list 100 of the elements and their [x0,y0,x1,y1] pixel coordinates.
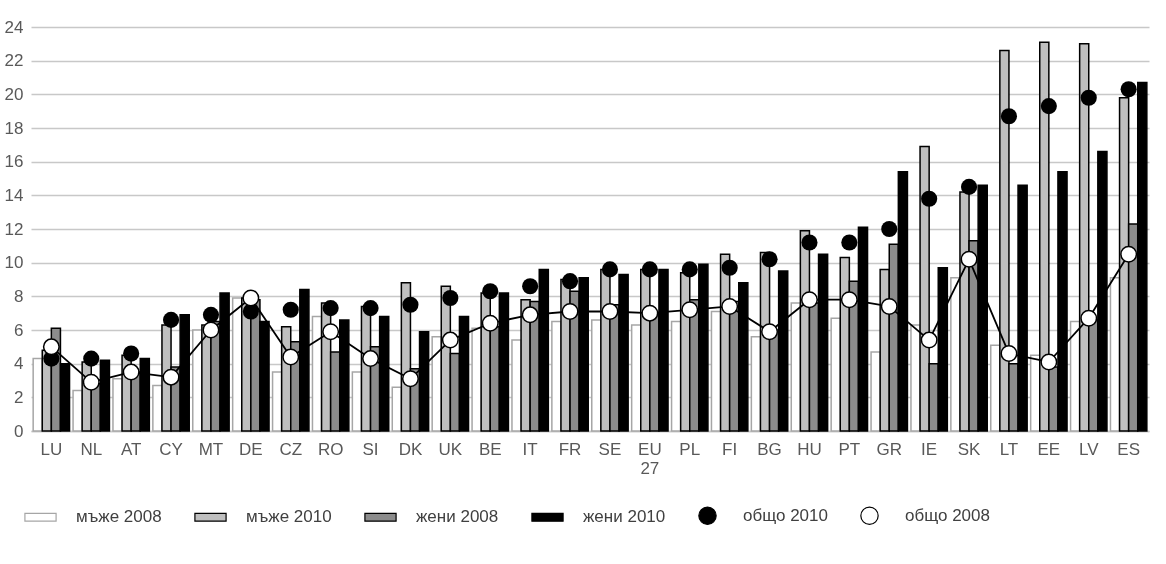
point [122,363,140,381]
x-tick-label: SI [362,439,379,459]
point [482,283,499,300]
x-tick-label: DK [398,439,423,459]
y-tick-label: 16 [4,152,24,172]
point [561,273,579,290]
point [1120,245,1138,263]
point [202,321,220,339]
point [1080,309,1098,327]
point [960,250,978,268]
x-tick-label: GR [876,439,902,459]
point [601,261,619,278]
y-tick-label: 8 [14,286,24,306]
y-tick-label: 24 [4,17,24,37]
point [681,261,698,278]
point [82,373,100,391]
point [1080,89,1097,106]
point [242,289,260,307]
x-tick-label: NL [80,439,103,459]
point [880,297,898,315]
x-tick-label: FI [722,439,738,459]
point [442,289,459,307]
y-tick-label: 0 [14,421,24,441]
point [202,306,220,323]
point [42,338,60,356]
point [881,220,898,238]
x-tick-label: IE [921,439,938,459]
point [362,350,380,368]
point [840,291,858,309]
x-tick-label: AT [120,439,142,459]
point [921,190,938,207]
point [1040,353,1058,371]
point [481,314,499,332]
point [761,251,778,268]
point [362,300,379,317]
point [521,306,539,324]
point [123,345,140,362]
point [721,259,738,276]
y-tick-label: 4 [14,354,24,374]
y-tick-label: 14 [4,185,24,205]
x-tick-label: FR [558,439,582,459]
legend-label: мъже 2010 [246,507,332,527]
point [641,304,659,322]
y-tick-label: 18 [4,118,24,138]
point [641,261,658,278]
x-tick-label: LV [1078,439,1100,459]
x-tick-label: CY [159,439,183,459]
x-tick-label: RO [317,439,344,459]
point [402,296,419,313]
point [83,350,100,367]
point [322,323,340,341]
y-tick-label: 22 [4,51,24,71]
point [601,303,619,320]
point [801,234,818,251]
x-tick-label: PL [679,439,701,459]
y-tick-label: 2 [14,387,24,407]
x-tick-label: MT [198,439,224,459]
x-tick-label: ES [1117,439,1140,459]
x-tick-label: DE [239,439,263,459]
bar [830,317,842,432]
point [960,178,978,195]
legend-label: жени 2010 [583,507,666,527]
x-tick-label: BG [757,439,782,459]
x-tick-label: SE [598,439,622,459]
point [322,300,339,317]
x-tick-label: LU [40,439,63,459]
x-tick-label: EE [1037,439,1061,459]
point [721,297,739,315]
bar [32,357,44,432]
point [162,368,180,386]
legend-label: общо 2008 [905,505,990,525]
point [841,234,858,251]
x-tick-label: IT [522,439,538,459]
x-tick-label: LT [999,439,1019,459]
x-tick-label: UK [438,439,463,459]
y-tick-label: 10 [4,253,24,273]
x-tick-label: PT [838,439,861,459]
x-tick-label: EU 27 [638,439,662,478]
point [1000,345,1018,363]
y-tick-label: 6 [14,320,24,340]
point [441,331,459,349]
point [401,370,419,388]
point [681,301,699,319]
point [282,301,299,318]
point [282,348,300,366]
y-tick-label: 20 [4,84,24,104]
point [162,311,180,328]
point [1000,108,1018,125]
legend-label: жени 2008 [416,507,499,527]
x-tick-label: SK [957,439,982,459]
point [1120,81,1137,98]
legend-label: общо 2010 [743,505,828,525]
point [920,331,938,349]
point [761,323,779,341]
x-tick-label: BE [478,439,502,459]
x-tick-label: CZ [279,439,303,459]
y-tick-label: 12 [4,219,24,239]
point [561,303,579,320]
point [800,291,818,309]
point [522,278,539,295]
